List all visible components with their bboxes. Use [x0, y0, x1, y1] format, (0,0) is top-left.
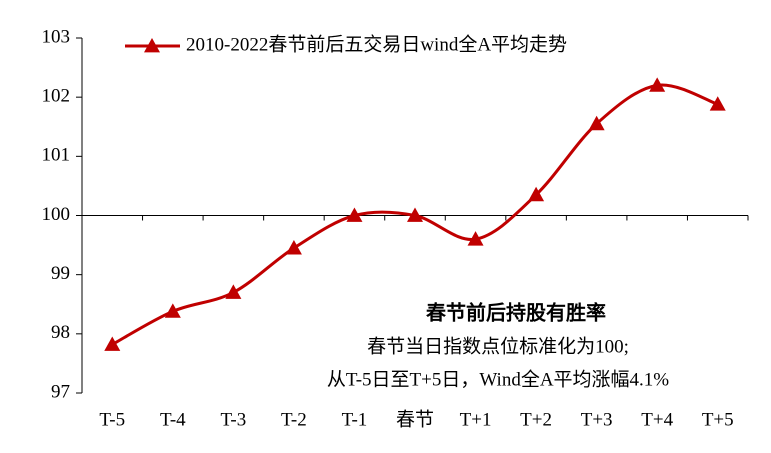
marker [649, 77, 666, 92]
y-tick-label: 99 [51, 263, 70, 284]
annotation: 从T-5日至T+5日，Wind全A平均涨幅4.1% [327, 368, 669, 390]
annotation-title: 春节前后持股有胜率 [425, 301, 606, 325]
marker [588, 115, 605, 131]
marker [407, 207, 423, 222]
marker [225, 284, 242, 299]
y-tick-label: 101 [42, 145, 71, 166]
marker [346, 207, 363, 222]
y-tick-label: 103 [42, 26, 71, 47]
y-tick-label: 98 [51, 322, 70, 343]
x-tick-label: T-1 [342, 409, 368, 430]
marker [528, 186, 545, 202]
marker [709, 96, 726, 111]
x-tick-label: T-4 [160, 409, 186, 430]
x-tick-label: T+2 [520, 409, 552, 430]
marker [104, 336, 121, 351]
x-tick-label: T-3 [221, 409, 247, 430]
annotation: 春节当日指数点位标准化为100; [367, 335, 629, 357]
marker [285, 240, 302, 255]
legend-label: 2010-2022春节前后五交易日wind全A平均走势 [186, 33, 567, 55]
x-tick-label: T-5 [99, 409, 125, 430]
x-tick-label: T+3 [581, 409, 613, 430]
x-tick-label: T+4 [641, 409, 673, 430]
x-tick-label: T+1 [460, 409, 492, 430]
marker [467, 231, 484, 246]
y-tick-label: 100 [42, 204, 71, 225]
legend-marker [144, 38, 160, 53]
marker [164, 303, 181, 318]
x-tick-label: 春节 [396, 408, 434, 430]
y-tick-label: 97 [51, 381, 70, 402]
x-tick-label: T+5 [702, 409, 734, 430]
y-tick-label: 102 [42, 86, 71, 107]
x-tick-label: T-2 [281, 409, 307, 430]
